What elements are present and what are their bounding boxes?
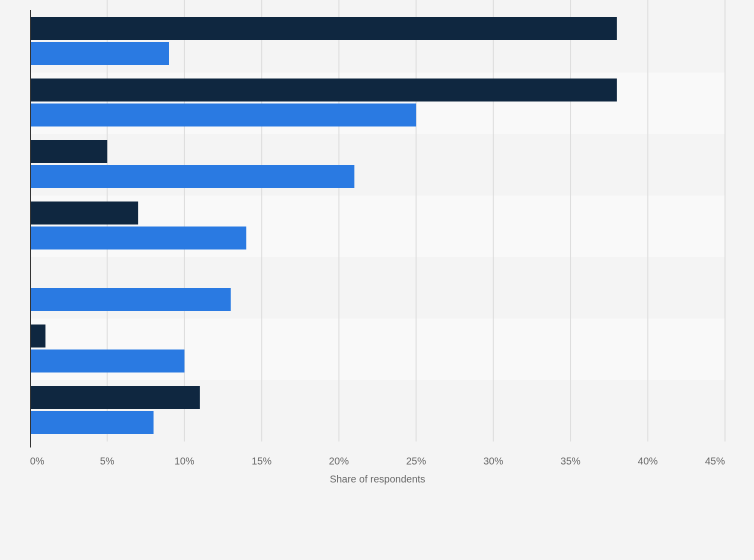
x-tick-label: 5% [100, 457, 115, 468]
bar [30, 165, 355, 188]
bar [30, 226, 247, 250]
bar [30, 42, 169, 65]
bars [30, 17, 617, 434]
bar [30, 386, 200, 409]
x-tick-label: 15% [252, 457, 272, 468]
bar [30, 411, 154, 434]
bar [30, 140, 108, 163]
bar [30, 288, 231, 311]
bar [30, 103, 417, 127]
bar [30, 201, 139, 225]
x-tick-label: 35% [561, 457, 581, 468]
x-tick-label: 25% [406, 457, 426, 468]
x-axis-title: Share of respondents [330, 475, 426, 486]
x-tick-label: 0% [30, 457, 45, 468]
x-tick-labels: 0% 5% 10% 15% 20% 25% 30% 35% 40% 45% [30, 457, 725, 468]
bar [30, 324, 46, 348]
x-tick-label: 40% [638, 457, 658, 468]
x-tick-label: 30% [483, 457, 503, 468]
bar [30, 78, 617, 102]
category-bands [30, 11, 725, 442]
x-tick-label: 10% [174, 457, 194, 468]
x-tick-label: 45% [705, 457, 725, 468]
bar [30, 17, 617, 40]
bar [30, 349, 185, 373]
x-tick-label: 20% [329, 457, 349, 468]
